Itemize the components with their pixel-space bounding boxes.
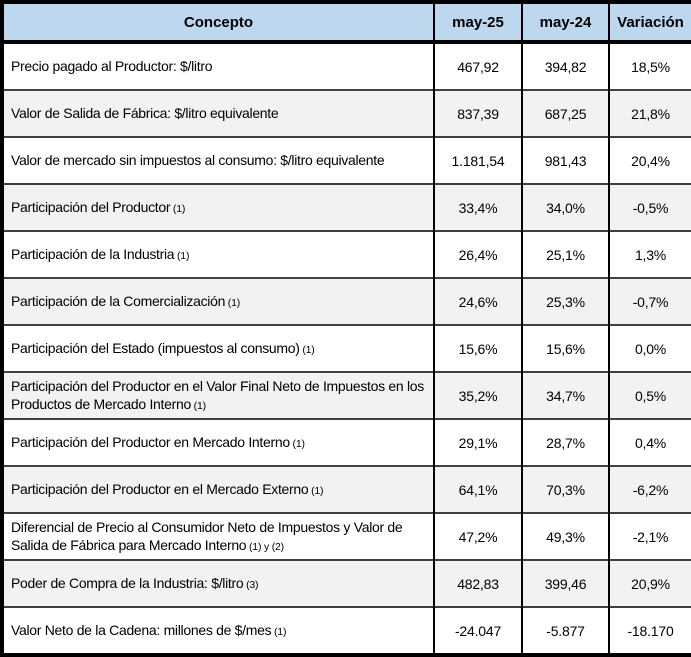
footnote-ref: (1): [308, 484, 324, 497]
footnote-ref: (1): [271, 625, 287, 638]
concept-cell: Valor Neto de la Cadena: millones de $/m…: [2, 606, 434, 655]
table-row: Participación del Productor en el Valor …: [2, 371, 691, 419]
table-row: Participación del Productor (1) 33,4% 34,0…: [2, 183, 691, 231]
value-cell-may-24: 687,25: [521, 89, 609, 137]
footnote-ref: (1): [299, 343, 315, 356]
col-header-variacion: Variación: [608, 2, 691, 44]
value-cell-may-25: 47,2%: [433, 512, 522, 560]
concept-label: Participación del Productor: [11, 198, 171, 215]
value-cell-may-25: 24,6%: [433, 277, 522, 325]
value-cell-variacion: 18,5%: [608, 41, 691, 90]
footnote-ref: (1): [174, 249, 190, 262]
value-cell-may-25: 467,92: [433, 41, 522, 90]
value-cell-may-24: 34,7%: [521, 371, 609, 419]
table-header: Concepto may-25 may-24 Variación: [2, 2, 691, 44]
value-cell-may-25: 35,2%: [433, 371, 522, 419]
footnote-ref: (3): [243, 578, 259, 591]
value-cell-may-24: 34,0%: [521, 183, 609, 231]
value-cell-may-25: 837,39: [433, 89, 522, 137]
table-row: Precio pagado al Productor: $/litro 467,9…: [2, 41, 691, 90]
value-cell-may-25: 1.181,54: [433, 136, 522, 184]
value-cell-may-24: -5.877: [521, 606, 609, 655]
concept-label: Participación del Productor en el Valor …: [11, 378, 424, 412]
value-cell-may-24: 28,7%: [521, 418, 609, 466]
value-cell-variacion: 20,9%: [608, 559, 691, 607]
concept-label: Participación del Estado (impuestos al c…: [11, 339, 300, 356]
value-cell-variacion: 21,8%: [608, 89, 691, 137]
concept-label: Participación de la Comercialización: [11, 292, 226, 309]
footnote-ref: (1) y (2): [246, 540, 284, 553]
footnote-ref: (1): [190, 399, 206, 412]
value-cell-variacion: 0,5%: [608, 371, 691, 419]
concept-cell: Precio pagado al Productor: $/litro: [2, 41, 434, 90]
value-cell-variacion: -2,1%: [608, 512, 691, 560]
concept-label: Precio pagado al Productor: $/litro: [11, 57, 213, 74]
value-cell-may-25: 482,83: [433, 559, 522, 607]
concept-cell: Poder de Compra de la Industria: $/litro…: [2, 559, 434, 607]
table-row: Participación de la Comercialización (1)…: [2, 277, 691, 325]
concept-label: Participación de la Industria: [11, 245, 175, 262]
value-cell-may-25: 29,1%: [433, 418, 522, 466]
value-cell-may-24: 399,46: [521, 559, 609, 607]
value-cell-variacion: -18.170: [608, 606, 691, 655]
concept-cell: Participación del Productor (1): [2, 183, 434, 231]
header-row: Concepto may-25 may-24 Variación: [2, 2, 691, 44]
concept-cell: Diferencial de Precio al Consumidor Neto…: [2, 512, 434, 560]
table-row: Participación del Productor en Mercado I…: [2, 418, 691, 466]
value-cell-variacion: 0,0%: [608, 324, 691, 372]
concept-label: Valor de Salida de Fábrica: $/litro equi…: [11, 104, 279, 121]
value-cell-variacion: 20,4%: [608, 136, 691, 184]
table-row: Poder de Compra de la Industria: $/litro…: [2, 559, 691, 607]
concept-label: Poder de Compra de la Industria: $/litro: [11, 574, 244, 591]
table-row: Diferencial de Precio al Consumidor Neto…: [2, 512, 691, 560]
table-row: Participación de la Industria (1) 26,4% 25…: [2, 230, 691, 278]
concept-cell: Participación del Estado (impuestos al c…: [2, 324, 434, 372]
value-cell-may-24: 25,1%: [521, 230, 609, 278]
footnote-ref: (1): [289, 437, 305, 450]
concept-cell: Participación del Productor en el Valor …: [2, 371, 434, 419]
col-header-may-24: may-24: [521, 2, 609, 44]
value-cell-may-24: 25,3%: [521, 277, 609, 325]
concept-cell: Valor de mercado sin impuestos al consum…: [2, 136, 434, 184]
value-cell-may-25: -24.047: [433, 606, 522, 655]
table-row: Valor Neto de la Cadena: millones de $/m…: [2, 606, 691, 655]
value-cell-may-24: 981,43: [521, 136, 609, 184]
concept-label: Participación del Productor en Mercado I…: [11, 433, 290, 450]
value-cell-variacion: -0,5%: [608, 183, 691, 231]
concept-label: Diferencial de Precio al Consumidor Neto…: [11, 519, 403, 553]
concept-cell: Participación del Productor en Mercado I…: [2, 418, 434, 466]
value-cell-may-24: 15,6%: [521, 324, 609, 372]
concept-cell: Participación de la Industria (1): [2, 230, 434, 278]
table-row: Participación del Productor en el Mercad…: [2, 465, 691, 513]
footnote-ref: (1): [170, 202, 186, 215]
value-cell-may-25: 64,1%: [433, 465, 522, 513]
concept-label: Valor Neto de la Cadena: millones de $/m…: [11, 621, 272, 638]
footnote-ref: (1): [225, 296, 241, 309]
concept-cell: Participación del Productor en el Mercad…: [2, 465, 434, 513]
value-cell-may-25: 33,4%: [433, 183, 522, 231]
value-cell-may-25: 15,6%: [433, 324, 522, 372]
table-row: Participación del Estado (impuestos al c…: [2, 324, 691, 372]
col-header-concepto: Concepto: [2, 2, 434, 44]
concept-cell: Participación de la Comercialización (1): [2, 277, 434, 325]
table-row: Valor de Salida de Fábrica: $/litro equi…: [2, 89, 691, 137]
col-header-may-25: may-25: [433, 2, 522, 44]
table-body: Precio pagado al Productor: $/litro 467,9…: [2, 41, 691, 655]
value-cell-may-24: 394,82: [521, 41, 609, 90]
value-cell-may-25: 26,4%: [433, 230, 522, 278]
value-cell-variacion: 0,4%: [608, 418, 691, 466]
table-row: Valor de mercado sin impuestos al consum…: [2, 136, 691, 184]
value-cell-variacion: -0,7%: [608, 277, 691, 325]
value-cell-may-24: 49,3%: [521, 512, 609, 560]
concept-cell: Valor de Salida de Fábrica: $/litro equi…: [2, 89, 434, 137]
concept-label: Valor de mercado sin impuestos al consum…: [11, 151, 385, 168]
value-cell-variacion: -6,2%: [608, 465, 691, 513]
value-cell-variacion: 1,3%: [608, 230, 691, 278]
value-cell-may-24: 70,3%: [521, 465, 609, 513]
concept-label: Participación del Productor en el Mercad…: [11, 480, 309, 497]
